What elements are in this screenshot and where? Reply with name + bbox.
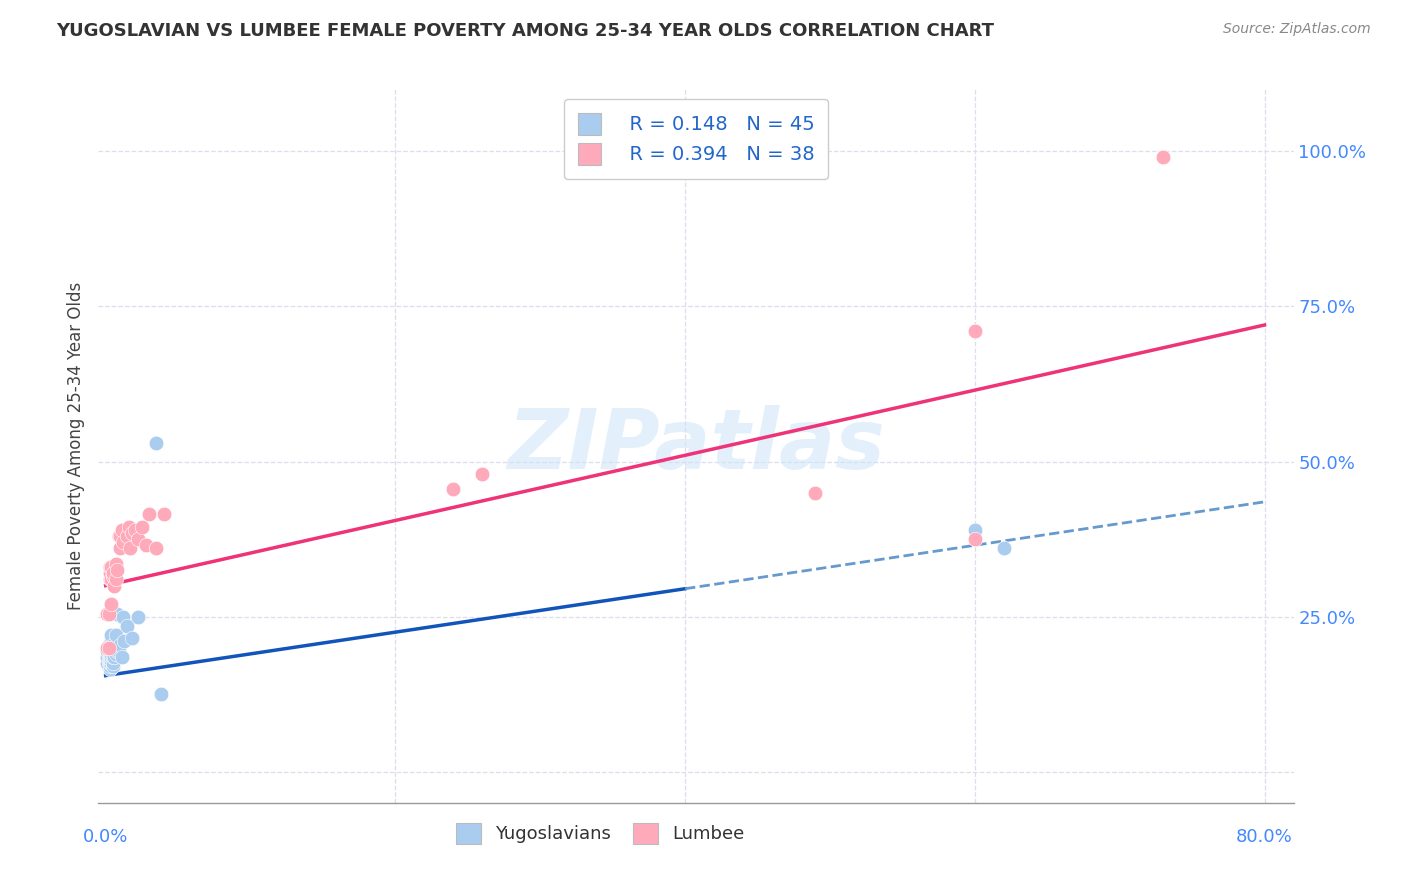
- Point: [96, 644, 118, 658]
- Point: [101, 638, 124, 652]
- Text: YUGOSLAVIAN VS LUMBEE FEMALE POVERTY AMONG 25-34 YEAR OLDS CORRELATION CHART: YUGOSLAVIAN VS LUMBEE FEMALE POVERTY AMO…: [56, 22, 994, 40]
- Point: [110, 650, 132, 665]
- Point: [100, 653, 122, 667]
- Point: [963, 523, 986, 537]
- Point: [96, 607, 118, 621]
- Point: [105, 607, 128, 621]
- Point: [97, 638, 120, 652]
- Point: [804, 485, 827, 500]
- Point: [103, 579, 125, 593]
- Text: 80.0%: 80.0%: [1236, 828, 1294, 846]
- Point: [127, 532, 149, 546]
- Point: [100, 573, 122, 587]
- Point: [108, 541, 131, 556]
- Point: [963, 532, 986, 546]
- Point: [112, 535, 135, 549]
- Point: [107, 529, 129, 543]
- Point: [149, 687, 172, 701]
- Point: [993, 541, 1015, 556]
- Point: [101, 656, 124, 670]
- Text: 0.0%: 0.0%: [83, 828, 128, 846]
- Text: ZIPatlas: ZIPatlas: [508, 406, 884, 486]
- Point: [963, 324, 986, 338]
- Point: [100, 656, 122, 670]
- Point: [110, 523, 132, 537]
- Point: [100, 634, 122, 648]
- Point: [98, 640, 121, 655]
- Point: [96, 650, 118, 665]
- Point: [101, 659, 124, 673]
- Point: [101, 566, 124, 581]
- Point: [104, 573, 127, 587]
- Point: [107, 644, 129, 658]
- Point: [96, 640, 118, 655]
- Point: [100, 560, 122, 574]
- Point: [112, 609, 135, 624]
- Point: [104, 647, 127, 661]
- Point: [97, 656, 120, 670]
- Point: [138, 508, 160, 522]
- Point: [114, 634, 136, 648]
- Point: [98, 650, 121, 665]
- Point: [100, 650, 122, 665]
- Point: [441, 483, 464, 497]
- Point: [98, 566, 121, 581]
- Point: [121, 632, 143, 646]
- Point: [1152, 151, 1174, 165]
- Point: [97, 640, 120, 655]
- Point: [124, 523, 146, 537]
- Point: [97, 607, 120, 621]
- Point: [98, 653, 121, 667]
- Point: [145, 541, 167, 556]
- Point: [100, 647, 122, 661]
- Point: [104, 557, 127, 571]
- Point: [97, 653, 120, 667]
- Point: [108, 529, 131, 543]
- Point: [101, 650, 124, 665]
- Legend: Yugoslavians, Lumbee: Yugoslavians, Lumbee: [449, 815, 752, 851]
- Point: [98, 659, 121, 673]
- Text: Source: ZipAtlas.com: Source: ZipAtlas.com: [1223, 22, 1371, 37]
- Point: [121, 525, 143, 540]
- Point: [103, 650, 125, 665]
- Point: [103, 640, 125, 655]
- Point: [96, 656, 118, 670]
- Point: [105, 563, 128, 577]
- Point: [105, 644, 128, 658]
- Point: [120, 541, 142, 556]
- Point: [98, 573, 121, 587]
- Point: [100, 640, 122, 655]
- Point: [100, 628, 122, 642]
- Point: [127, 609, 149, 624]
- Point: [135, 538, 157, 552]
- Point: [471, 467, 494, 481]
- Point: [98, 647, 121, 661]
- Point: [152, 508, 174, 522]
- Point: [118, 519, 141, 533]
- Point: [104, 628, 127, 642]
- Point: [101, 644, 124, 658]
- Point: [97, 640, 120, 655]
- Point: [131, 519, 153, 533]
- Point: [108, 638, 131, 652]
- Point: [117, 529, 139, 543]
- Y-axis label: Female Poverty Among 25-34 Year Olds: Female Poverty Among 25-34 Year Olds: [66, 282, 84, 610]
- Point: [98, 656, 121, 670]
- Point: [100, 597, 122, 611]
- Point: [98, 560, 121, 574]
- Point: [145, 436, 167, 450]
- Point: [101, 569, 124, 583]
- Point: [98, 662, 121, 676]
- Point: [117, 619, 139, 633]
- Point: [97, 647, 120, 661]
